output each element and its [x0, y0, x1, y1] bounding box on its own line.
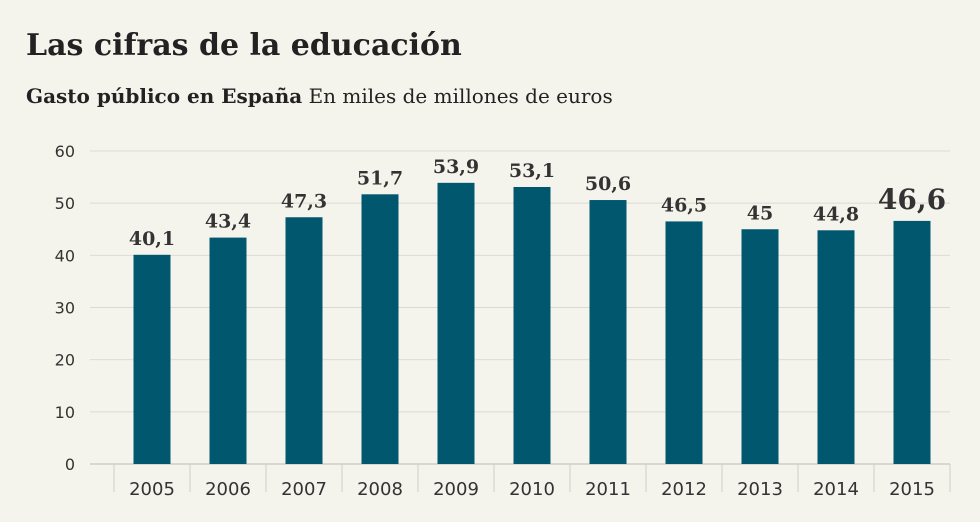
- bar-2010: [513, 186, 551, 464]
- x-tick-label: 2005: [129, 479, 175, 500]
- bar-2012: [665, 221, 703, 464]
- y-tick-label: 40: [55, 246, 75, 265]
- y-tick-label: 0: [65, 455, 75, 474]
- y-tick-label: 60: [55, 142, 75, 161]
- subtitle-unit: En miles de millones de euros: [308, 84, 613, 108]
- x-tick-label: 2008: [357, 479, 403, 500]
- x-tick-label: 2011: [585, 479, 631, 500]
- data-label-2013: 45: [747, 202, 773, 224]
- bar-2015: [893, 220, 931, 464]
- bar-2008: [361, 194, 399, 464]
- x-tick-label: 2007: [281, 479, 327, 500]
- bar-2013: [741, 229, 779, 464]
- bar-2009: [437, 182, 475, 465]
- data-label-2011: 50,6: [585, 173, 631, 195]
- x-tick-label: 2013: [737, 479, 783, 500]
- chart-title: Las cifras de la educación: [26, 28, 462, 63]
- bar-2014: [817, 230, 855, 464]
- data-label-2015: 46,6: [878, 183, 946, 216]
- x-tick-label: 2009: [433, 479, 479, 500]
- data-label-2010: 53,1: [509, 160, 555, 182]
- bar-2005: [133, 254, 171, 464]
- x-tick-label: 2012: [661, 479, 707, 500]
- x-tick-label: 2006: [205, 479, 251, 500]
- data-label-2014: 44,8: [813, 203, 859, 225]
- y-tick-label: 20: [55, 351, 75, 370]
- y-tick-label: 10: [55, 403, 75, 422]
- data-label-2009: 53,9: [433, 156, 479, 178]
- y-tick-label: 30: [55, 299, 75, 318]
- data-label-2007: 47,3: [281, 190, 327, 212]
- y-tick-label: 50: [55, 194, 75, 213]
- chart-subtitle: Gasto público en España En miles de mill…: [26, 84, 613, 108]
- bar-2007: [285, 217, 323, 464]
- data-label-2006: 43,4: [205, 211, 251, 233]
- x-tick-label: 2010: [509, 479, 555, 500]
- bar-2011: [589, 200, 627, 464]
- data-label-2012: 46,5: [661, 194, 707, 216]
- bar-2006: [209, 237, 247, 464]
- x-tick-label: 2015: [889, 479, 935, 500]
- x-tick-label: 2014: [813, 479, 859, 500]
- data-label-2008: 51,7: [357, 167, 403, 189]
- data-label-2005: 40,1: [129, 228, 175, 250]
- subtitle-bold: Gasto público en España: [26, 84, 303, 108]
